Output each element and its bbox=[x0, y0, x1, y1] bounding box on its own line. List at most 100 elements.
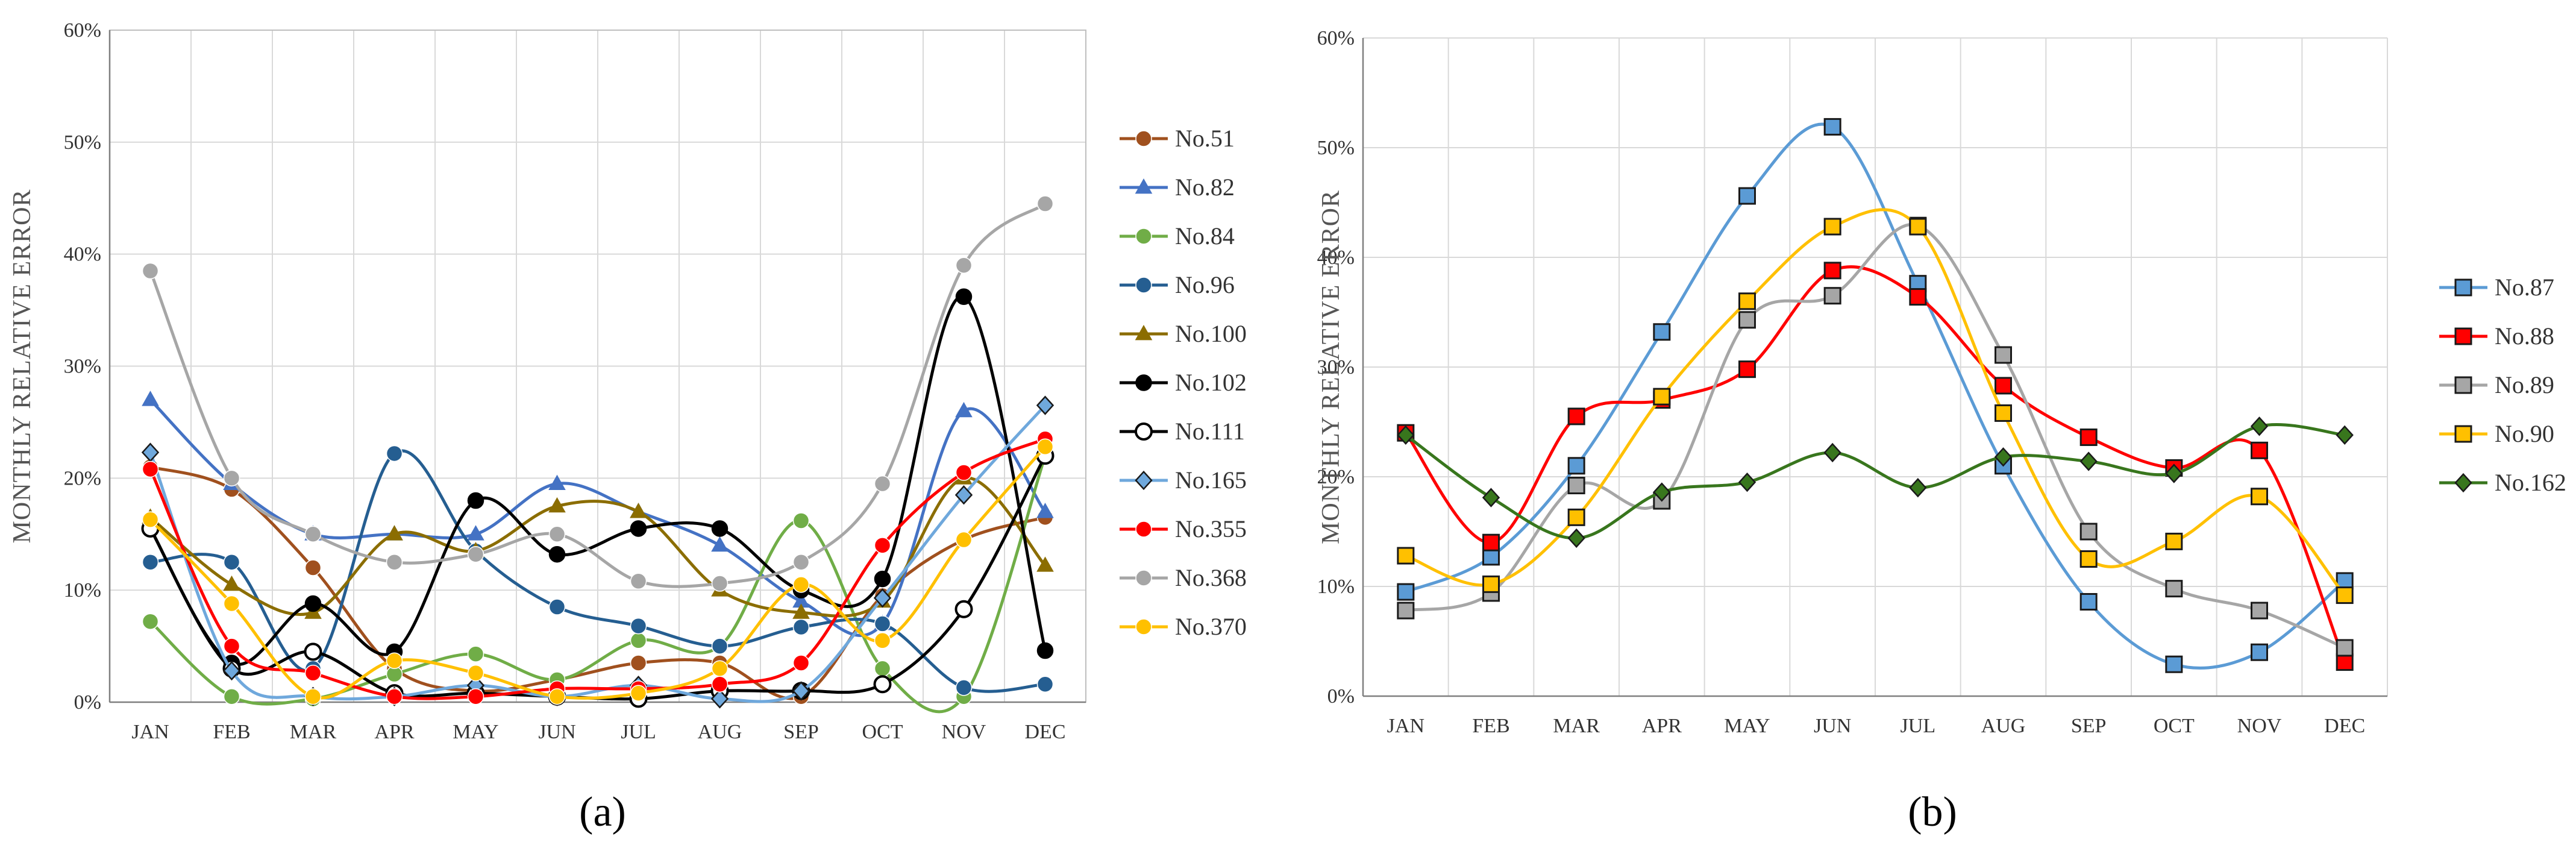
data-point bbox=[2251, 488, 2268, 506]
y-tick-label: 50% bbox=[64, 131, 101, 154]
legend-marker bbox=[1135, 178, 1153, 194]
data-point bbox=[2079, 451, 2098, 471]
data-point bbox=[142, 460, 159, 478]
data-point bbox=[223, 575, 240, 591]
y-tick-label: 60% bbox=[1317, 27, 1355, 49]
data-point bbox=[1567, 508, 1585, 526]
data-point bbox=[1823, 287, 1841, 305]
series-no90 bbox=[1397, 208, 2354, 605]
y-tick-label: 20% bbox=[64, 467, 101, 489]
data-point bbox=[2336, 425, 2354, 445]
series-no368 bbox=[142, 195, 1054, 592]
data-point bbox=[548, 526, 566, 542]
legend-marker bbox=[1135, 422, 1153, 441]
data-point bbox=[1567, 477, 1585, 495]
data-point bbox=[792, 681, 810, 701]
x-tick-label: NOV bbox=[2237, 715, 2282, 737]
data-point bbox=[1397, 425, 1415, 445]
x-tick-label: MAR bbox=[290, 721, 337, 743]
data-point bbox=[1738, 472, 1757, 492]
legend: No.87 No.88 No.89 No.90 No.162 bbox=[2439, 274, 2566, 496]
x-tick-label: SEP bbox=[2071, 715, 2107, 737]
legend-item: No.355 bbox=[1120, 515, 1247, 542]
legend-item: No.89 bbox=[2439, 371, 2554, 398]
x-tick-label: JUL bbox=[1901, 715, 1936, 737]
gridlines bbox=[109, 30, 1086, 703]
data-point bbox=[467, 688, 484, 705]
x-tick-label: DEC bbox=[2324, 715, 2365, 737]
data-point bbox=[141, 442, 160, 462]
data-point bbox=[1397, 547, 1415, 565]
data-point bbox=[467, 545, 484, 563]
x-tick-label: OCT bbox=[2154, 715, 2195, 737]
data-point bbox=[1036, 556, 1054, 572]
data-point bbox=[630, 655, 647, 671]
data-point bbox=[1738, 187, 1756, 205]
data-point bbox=[304, 688, 322, 705]
data-point bbox=[2165, 463, 2183, 483]
data-point bbox=[548, 474, 566, 491]
data-point bbox=[792, 603, 810, 619]
legend-item: No.88 bbox=[2439, 322, 2554, 350]
x-tick-label: APR bbox=[374, 721, 414, 743]
data-point bbox=[711, 520, 729, 537]
legend-marker bbox=[2454, 278, 2472, 297]
data-point bbox=[630, 573, 647, 590]
legend-label: No.111 bbox=[1175, 418, 1245, 445]
data-point bbox=[1909, 218, 1927, 236]
x-tick-label: AUG bbox=[1981, 715, 2026, 737]
legend-label: No.87 bbox=[2495, 274, 2554, 301]
y-tick-label: 30% bbox=[1317, 356, 1355, 379]
x-tick-label: MAY bbox=[453, 721, 498, 743]
data-point bbox=[1036, 395, 1055, 415]
data-point bbox=[2336, 653, 2354, 671]
legend-marker bbox=[1135, 325, 1153, 341]
data-point bbox=[873, 588, 892, 608]
x-tick-label: JUL bbox=[621, 721, 656, 743]
y-tick-label: 10% bbox=[64, 579, 101, 602]
legend-item: No.100 bbox=[1120, 320, 1247, 347]
x-tick-label: JAN bbox=[131, 721, 169, 743]
y-tick-label: 50% bbox=[1317, 137, 1355, 159]
legend-marker bbox=[1135, 570, 1152, 586]
data-point bbox=[2251, 441, 2268, 459]
data-point bbox=[1823, 218, 1841, 236]
legend-item: No.84 bbox=[1120, 222, 1235, 250]
series-line bbox=[149, 437, 1046, 700]
data-point bbox=[1036, 503, 1054, 518]
data-point bbox=[1653, 323, 1671, 341]
series-line bbox=[149, 202, 1047, 588]
data-point bbox=[874, 660, 891, 677]
data-point bbox=[630, 520, 647, 537]
legend-label: No.162 bbox=[2495, 469, 2566, 496]
x-tick-label: SEP bbox=[783, 721, 819, 743]
data-point bbox=[711, 638, 729, 655]
data-point bbox=[2079, 550, 2098, 568]
data-point bbox=[1567, 457, 1585, 475]
legend-marker bbox=[1135, 374, 1152, 391]
data-point bbox=[711, 660, 729, 677]
series-line bbox=[149, 445, 1047, 700]
x-tick-label: DEC bbox=[1025, 721, 1066, 743]
data-point bbox=[630, 685, 647, 702]
data-point bbox=[1995, 346, 2012, 364]
data-point bbox=[955, 531, 973, 548]
data-point bbox=[1823, 262, 1841, 280]
data-point bbox=[304, 642, 322, 661]
y-axis-label: MONTHLY RELATIVE ERROR bbox=[8, 189, 36, 544]
data-point bbox=[1397, 583, 1415, 601]
data-point bbox=[1567, 528, 1585, 548]
data-point bbox=[1995, 377, 2012, 395]
x-tick-label: APR bbox=[1642, 715, 1682, 737]
data-point bbox=[792, 553, 810, 571]
data-point bbox=[874, 537, 891, 554]
data-point bbox=[955, 679, 973, 696]
legend-item: No.368 bbox=[1120, 564, 1247, 591]
data-point bbox=[1823, 442, 1841, 463]
data-point bbox=[1567, 407, 1585, 426]
data-point bbox=[386, 525, 403, 541]
data-point bbox=[711, 575, 729, 592]
x-tick-label: JUN bbox=[538, 721, 575, 743]
x-tick-label: OCT bbox=[862, 721, 903, 743]
data-point bbox=[874, 570, 891, 588]
